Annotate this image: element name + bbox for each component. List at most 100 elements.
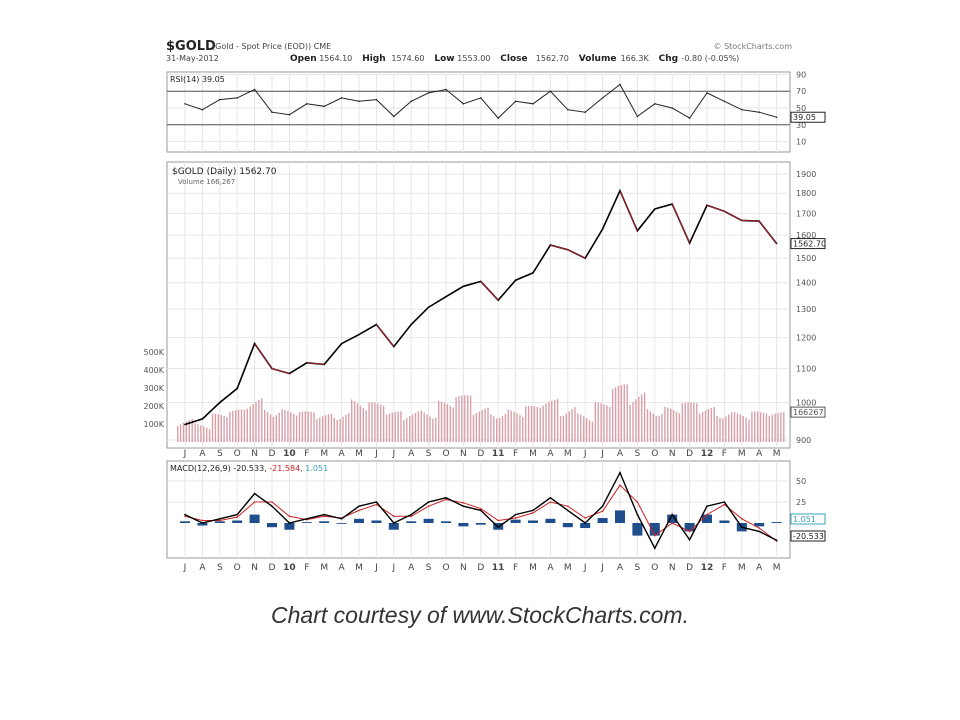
price-line-point xyxy=(236,387,238,390)
x-tick-label: 10 xyxy=(283,563,296,573)
rsi-panel: 90 70 50 30 10 RSI(14) 39.05 39.05 xyxy=(166,70,826,153)
macd-histogram-bar xyxy=(180,521,190,523)
rsi-line-point xyxy=(201,108,204,111)
volume-bar xyxy=(420,410,422,442)
volume-bar xyxy=(498,417,501,442)
volume-bar xyxy=(562,415,565,442)
volume-bar xyxy=(777,412,779,442)
volume-bar xyxy=(452,407,454,442)
macd-histogram-bar xyxy=(719,520,730,523)
x-tick-label: 11 xyxy=(492,449,505,459)
volume-bar xyxy=(472,415,475,442)
macd-histogram-bar xyxy=(754,523,765,527)
volume-bar xyxy=(525,406,527,442)
macd-line-point xyxy=(654,547,656,549)
x-tick-label: A xyxy=(408,449,415,459)
macd-line-point xyxy=(741,526,743,528)
y-tick-label: 90 xyxy=(796,70,806,79)
rsi-line-point xyxy=(671,107,673,109)
volume-bar xyxy=(429,416,431,442)
macd-histogram-bar xyxy=(267,523,277,528)
rsi-line-point xyxy=(654,103,656,105)
price-last-label: 1562.70 xyxy=(793,240,826,249)
volume-bar xyxy=(446,404,449,442)
price-down-segment xyxy=(271,368,290,374)
macd-histogram-bar xyxy=(702,514,712,523)
volume-bar xyxy=(261,398,263,442)
volume-bar xyxy=(672,410,675,442)
y-tick-label: 1800 xyxy=(796,189,816,198)
volume-bar xyxy=(664,406,666,442)
volume-bar xyxy=(722,418,724,442)
rsi-line-point xyxy=(775,116,778,119)
volume-bar xyxy=(333,417,335,442)
x-tick-label: S xyxy=(426,563,432,573)
volume-bar xyxy=(203,426,205,442)
volume-bar xyxy=(583,416,585,442)
volume-bar xyxy=(342,416,344,442)
price-line-point xyxy=(427,306,430,308)
volume-bar xyxy=(620,384,623,442)
volume-bar xyxy=(252,404,254,442)
rsi-line-point xyxy=(184,103,186,105)
volume-bar xyxy=(623,384,625,442)
volume-bar xyxy=(730,412,733,442)
macd-line-point xyxy=(480,509,482,512)
x-tick-label: M xyxy=(529,563,537,573)
volume-bar xyxy=(771,414,773,442)
volume-subtitle: Volume 166,267 xyxy=(178,178,235,186)
volume-bar xyxy=(330,413,333,442)
x-tick-label: 11 xyxy=(492,563,505,573)
quote-value-low: 1553.00 xyxy=(457,54,490,63)
volume-bar xyxy=(704,410,707,442)
price-panel: 1900 1800 1700 1600 1500 1400 1300 1200 1100 1000… xyxy=(143,161,826,459)
x-tick-label: J xyxy=(374,449,378,459)
x-tick-label: M xyxy=(773,563,781,573)
x-tick-label: N xyxy=(251,563,258,573)
x-tick-label: F xyxy=(304,563,309,573)
macd-line-point xyxy=(184,513,186,516)
x-tick-label: A xyxy=(339,449,346,459)
volume-bar xyxy=(739,414,741,442)
macd-line-point xyxy=(619,471,621,474)
volume-bar xyxy=(240,409,243,442)
macd-histogram-bar xyxy=(580,523,591,529)
macd-histogram-bar xyxy=(232,520,243,523)
volume-bar xyxy=(380,404,382,442)
volume-bar xyxy=(713,407,715,442)
macd-histogram-bar xyxy=(545,518,556,523)
volume-bar xyxy=(556,399,559,442)
x-tick-label: J xyxy=(583,563,587,573)
volume-bar xyxy=(235,410,237,442)
signal-line-point xyxy=(688,530,691,533)
signal-line-point xyxy=(375,503,378,506)
macd-line-point xyxy=(775,539,778,542)
volume-bar xyxy=(658,416,660,442)
volume-bar xyxy=(675,411,678,442)
x-tick-label: N xyxy=(460,563,467,573)
signal-line-point xyxy=(497,519,500,522)
volume-bar xyxy=(707,409,710,442)
volume-bar xyxy=(565,413,567,442)
volume-bar xyxy=(266,412,269,442)
volume-bar xyxy=(200,425,202,442)
volume-bar xyxy=(417,411,420,442)
volume-bar xyxy=(423,412,425,442)
rsi-line-point xyxy=(480,97,482,99)
volume-bar xyxy=(371,402,373,442)
rsi-line-point xyxy=(427,92,430,94)
volume-bar xyxy=(603,404,605,442)
volume-bar xyxy=(481,410,483,442)
volume-bar xyxy=(327,414,330,442)
signal-line-point xyxy=(323,515,326,518)
rsi-line-point xyxy=(723,100,726,103)
signal-line-point xyxy=(427,505,430,508)
rsi-line-point xyxy=(271,111,273,113)
volume-bar xyxy=(185,421,188,442)
quote-value-high: 1574.60 xyxy=(391,54,424,63)
rsi-line-point xyxy=(288,113,291,116)
macd-panel: 50 25 MACD(12,26,9) -20.533, -21.584, 1.05… xyxy=(166,460,826,573)
volume-bar xyxy=(641,394,643,442)
x-tick-label: D xyxy=(477,449,484,459)
volume-bar xyxy=(655,415,657,442)
